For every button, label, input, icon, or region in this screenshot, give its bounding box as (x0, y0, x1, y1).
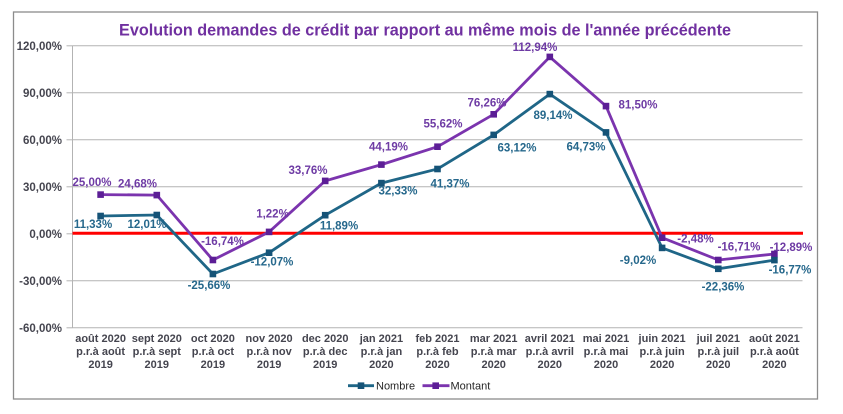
svg-text:mai 2021: mai 2021 (583, 333, 629, 345)
svg-text:2020: 2020 (481, 359, 505, 371)
svg-text:juil 2021: juil 2021 (696, 333, 740, 345)
svg-text:2020: 2020 (369, 359, 393, 371)
svg-text:1,22%: 1,22% (256, 208, 289, 220)
svg-text:p.r.à sept: p.r.à sept (133, 346, 182, 358)
svg-text:p.r.à jan: p.r.à jan (361, 346, 403, 358)
svg-text:août 2020: août 2020 (75, 333, 126, 345)
svg-text:0,00%: 0,00% (29, 229, 62, 241)
svg-text:120,00%: 120,00% (17, 41, 62, 53)
svg-text:11,33%: 11,33% (74, 219, 112, 231)
svg-text:-25,66%: -25,66% (188, 280, 231, 292)
svg-text:2020: 2020 (594, 359, 618, 371)
svg-text:p.r.à avril: p.r.à avril (526, 346, 574, 358)
svg-text:p.r.à août: p.r.à août (76, 346, 125, 358)
svg-text:-16,71%: -16,71% (718, 241, 761, 253)
svg-text:33,76%: 33,76% (288, 165, 327, 177)
svg-text:44,19%: 44,19% (369, 141, 408, 153)
svg-text:p.r.à dec: p.r.à dec (303, 346, 348, 358)
svg-text:2019: 2019 (145, 359, 169, 371)
svg-text:32,33%: 32,33% (378, 185, 417, 197)
svg-text:12,01%: 12,01% (127, 219, 166, 231)
svg-text:-16,77%: -16,77% (769, 264, 812, 276)
svg-text:81,50%: 81,50% (618, 99, 657, 111)
svg-text:mar 2021: mar 2021 (470, 333, 518, 345)
svg-text:2019: 2019 (313, 359, 337, 371)
svg-text:oct 2020: oct 2020 (191, 333, 235, 345)
svg-text:2020: 2020 (706, 359, 730, 371)
svg-text:11,89%: 11,89% (320, 220, 358, 232)
svg-text:-30,00%: -30,00% (19, 276, 62, 288)
svg-text:feb 2021: feb 2021 (415, 333, 459, 345)
svg-text:55,62%: 55,62% (423, 118, 462, 130)
svg-text:jan 2021: jan 2021 (359, 333, 403, 345)
svg-text:-16,74%: -16,74% (201, 236, 244, 248)
svg-text:30,00%: 30,00% (23, 182, 62, 194)
svg-text:89,14%: 89,14% (533, 110, 572, 122)
svg-text:p.r.à nov: p.r.à nov (246, 346, 292, 358)
svg-text:2020: 2020 (425, 359, 449, 371)
svg-text:p.r.à août: p.r.à août (750, 346, 799, 358)
svg-text:p.r.à mai: p.r.à mai (584, 346, 629, 358)
svg-text:p.r.à juin: p.r.à juin (639, 346, 685, 358)
svg-text:63,12%: 63,12% (497, 143, 536, 155)
svg-text:Montant: Montant (451, 381, 491, 393)
svg-text:2019: 2019 (257, 359, 281, 371)
svg-text:dec 2020: dec 2020 (302, 333, 348, 345)
svg-text:-2,48%: -2,48% (677, 233, 713, 245)
svg-text:-12,89%: -12,89% (770, 242, 813, 254)
svg-text:-60,00%: -60,00% (19, 323, 62, 335)
svg-text:2019: 2019 (88, 359, 112, 371)
svg-text:août 2021: août 2021 (749, 333, 800, 345)
svg-text:sept 2020: sept 2020 (132, 333, 182, 345)
svg-text:25,00%: 25,00% (72, 177, 111, 189)
svg-text:112,94%: 112,94% (513, 42, 558, 54)
svg-text:-9,02%: -9,02% (620, 255, 656, 267)
svg-text:60,00%: 60,00% (23, 135, 62, 147)
svg-text:Nombre: Nombre (376, 381, 415, 393)
svg-text:2020: 2020 (762, 359, 786, 371)
svg-text:avril 2021: avril 2021 (525, 333, 575, 345)
svg-text:24,68%: 24,68% (118, 178, 157, 190)
svg-text:p.r.à juil: p.r.à juil (698, 346, 740, 358)
svg-text:76,26%: 76,26% (467, 97, 506, 109)
svg-text:p.r.à feb: p.r.à feb (416, 346, 458, 358)
svg-text:Evolution demandes de crédit p: Evolution demandes de crédit par rapport… (119, 22, 731, 40)
svg-text:p.r.à mar: p.r.à mar (471, 346, 518, 358)
svg-text:90,00%: 90,00% (23, 88, 62, 100)
svg-text:2020: 2020 (650, 359, 674, 371)
svg-text:-22,36%: -22,36% (702, 281, 745, 293)
svg-text:juin 2021: juin 2021 (638, 333, 686, 345)
svg-text:nov 2020: nov 2020 (246, 333, 293, 345)
svg-text:2020: 2020 (538, 359, 562, 371)
svg-text:-12,07%: -12,07% (251, 256, 294, 268)
svg-text:2019: 2019 (201, 359, 225, 371)
svg-text:41,37%: 41,37% (430, 178, 469, 190)
svg-text:p.r.à oct: p.r.à oct (192, 346, 235, 358)
svg-text:64,73%: 64,73% (566, 141, 605, 153)
